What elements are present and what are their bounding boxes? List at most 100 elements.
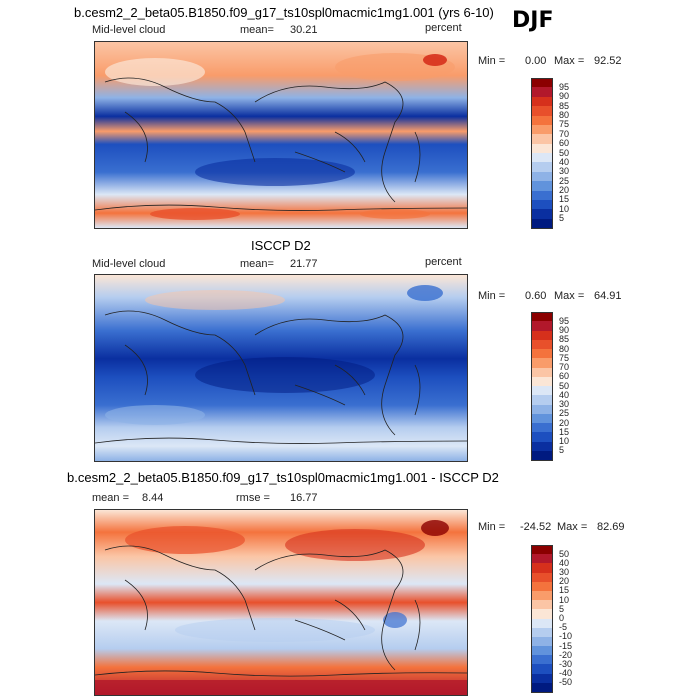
panel1-map (94, 41, 468, 229)
colorbar-tick-label: 30 (559, 567, 570, 578)
colorbar-swatch (531, 554, 553, 564)
colorbar-swatch (531, 349, 553, 359)
panel3-mean-value: 8.44 (142, 492, 164, 504)
colorbar-swatch (531, 153, 553, 163)
colorbar-swatch (531, 450, 553, 461)
colorbar-swatch (531, 432, 553, 442)
colorbar-tick-label: 80 (559, 343, 570, 354)
colorbar-tick-label: -50 (559, 677, 573, 688)
colorbar-swatch (531, 199, 553, 210)
panel1-units: percent (425, 22, 462, 34)
colorbar-swatch (531, 171, 553, 182)
colorbar-swatch (531, 106, 553, 116)
colorbar-swatch (531, 190, 553, 201)
colorbar-tick-label: 10 (559, 436, 570, 446)
colorbar-tick-label: 50 (559, 380, 570, 391)
colorbar-tick-label: 75 (559, 352, 570, 363)
colorbar-swatch (531, 673, 553, 684)
colorbar-tick-label: -40 (559, 668, 573, 679)
colorbar-swatch (531, 646, 553, 656)
colorbar-swatch (531, 423, 553, 433)
colorbar-swatch (531, 367, 553, 378)
panel3-max-value: 82.69 (597, 521, 625, 533)
panel3-title: b.cesm2_2_beta05.B1850.f09_g17_ts10spl0m… (67, 470, 499, 485)
season-label: DJF (512, 8, 554, 33)
colorbar-tick-label: 20 (559, 417, 570, 428)
colorbar-swatch (531, 96, 553, 107)
colorbar-swatch (531, 618, 553, 629)
colorbar-swatch (531, 404, 553, 415)
panel3-max-label: Max = (557, 521, 588, 533)
colorbar-swatch (531, 321, 553, 331)
colorbar-tick-label: 25 (559, 408, 570, 419)
panel2-max-value: 64.91 (594, 290, 622, 302)
colorbar-tick-label: 90 (559, 91, 570, 102)
colorbar-tick-label: 10 (559, 203, 570, 214)
colorbar-tick-label: 20 (559, 185, 570, 195)
colorbar-tick-label: 70 (559, 128, 570, 139)
panel1-min-value: 0.00 (525, 55, 547, 67)
colorbar-swatch (531, 218, 553, 229)
colorbar-swatch (531, 664, 553, 675)
colorbar-swatch (531, 115, 553, 126)
colorbar-swatch (531, 312, 553, 322)
colorbar-swatch (531, 563, 553, 574)
colorbar-tick-label: -30 (559, 658, 573, 669)
colorbar-tick-label: 5 (559, 603, 565, 614)
colorbar-swatch (531, 330, 553, 341)
colorbar-tick-label: 85 (559, 334, 570, 345)
colorbar-tick-label: 60 (559, 371, 570, 382)
colorbar-tick-label: 95 (559, 315, 570, 326)
colorbar-swatch (531, 358, 553, 368)
colorbar-tick-label: 15 (559, 194, 570, 205)
panel2-mean-label: mean= (240, 258, 274, 270)
colorbar-swatch (531, 339, 553, 350)
panel3-rmse-value: 16.77 (290, 492, 318, 504)
colorbar-tick-label: 70 (559, 362, 570, 372)
colorbar-swatch (531, 572, 553, 583)
colorbar-swatch (531, 627, 553, 638)
colorbar-swatch (531, 441, 553, 452)
colorbar-tick-label: -10 (559, 631, 573, 642)
panel2-mean-value: 21.77 (290, 258, 318, 270)
panel2-field-label: Mid-level cloud (92, 258, 166, 270)
panel2-units: percent (425, 256, 462, 268)
colorbar-tick-label: -5 (559, 622, 568, 633)
colorbar-swatch (531, 413, 553, 424)
colorbar-swatch (531, 181, 553, 191)
panel3-map (94, 509, 468, 696)
colorbar-tick-label: 5 (559, 445, 565, 456)
panel2-max-label: Max = (554, 290, 585, 302)
colorbar-swatch (531, 682, 553, 693)
colorbar-swatch (531, 124, 553, 135)
panel1-field-label: Mid-level cloud (92, 24, 166, 36)
colorbar-tick-label: 95 (559, 81, 570, 92)
panel3-min-label: Min = (478, 521, 506, 533)
colorbar-swatch (531, 87, 553, 98)
colorbar-tick-label: 90 (559, 325, 570, 335)
panel3-mean-label: mean = (92, 492, 129, 504)
panel2-min-label: Min = (478, 290, 506, 302)
colorbar-tick-label: 20 (559, 576, 570, 587)
colorbar-swatch (531, 78, 553, 88)
colorbar-tick-label: 80 (559, 110, 570, 120)
colorbar-tick-label: 5 (559, 213, 565, 224)
colorbar-tick-label: 15 (559, 585, 570, 596)
colorbar-tick-label: -15 (559, 640, 573, 651)
colorbar-tick-label: 50 (559, 548, 570, 559)
panel3-colorbar: 50 40 30 20 15 10 5 0 -5 -10 -15 -20 -30 -40 -50 (531, 545, 591, 693)
panel2-map (94, 274, 468, 462)
panel1-min-label: Min = (478, 55, 506, 67)
panel1-mean-value: 30.21 (290, 24, 318, 36)
colorbar-tick-label: 40 (559, 156, 570, 167)
colorbar-tick-label: 10 (559, 594, 570, 605)
colorbar-swatch (531, 209, 553, 220)
panel1-max-value: 92.52 (594, 55, 622, 67)
colorbar-swatch (531, 609, 553, 619)
colorbar-swatch (531, 600, 553, 610)
colorbar-swatch (531, 134, 553, 145)
panel1-mean-label: mean= (240, 24, 274, 36)
panel2-min-value: 0.60 (525, 290, 547, 302)
colorbar-tick-label: 75 (559, 119, 570, 130)
colorbar-tick-label: -20 (559, 649, 573, 660)
